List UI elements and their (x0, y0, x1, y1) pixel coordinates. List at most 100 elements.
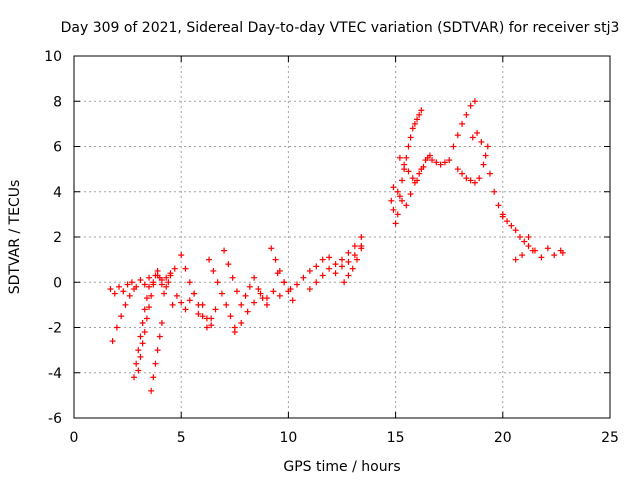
data-point (118, 313, 125, 320)
data-point (158, 319, 165, 326)
data-point (390, 206, 397, 213)
data-point (467, 102, 474, 109)
data-point (137, 353, 144, 360)
data-point (409, 175, 416, 182)
data-point (139, 319, 146, 326)
data-point (332, 270, 339, 277)
data-point (319, 272, 326, 279)
data-point (512, 256, 519, 263)
data-point (186, 279, 193, 286)
data-point (276, 292, 283, 299)
data-point (358, 245, 365, 252)
data-point (531, 247, 538, 254)
data-point (171, 265, 178, 272)
data-point (471, 98, 478, 105)
data-point (141, 329, 148, 336)
data-point (454, 132, 461, 139)
data-point (131, 374, 138, 381)
y-tick-label: 2 (53, 230, 62, 246)
data-point (450, 143, 457, 150)
data-point (405, 143, 412, 150)
data-point (300, 274, 307, 281)
data-point (407, 134, 414, 141)
data-point (463, 175, 470, 182)
axis-ticks: 0 5 10 15 20 25 -6 -4 -2 0 2 4 6 8 10 (44, 49, 619, 446)
data-point (238, 319, 245, 326)
data-point (154, 267, 161, 274)
data-point (214, 279, 221, 286)
data-point (349, 265, 356, 272)
data-point (124, 281, 131, 288)
data-point (538, 254, 545, 261)
data-point (167, 272, 174, 279)
data-point (268, 245, 275, 252)
data-point (182, 265, 189, 272)
data-point (133, 360, 140, 367)
data-point (407, 191, 414, 198)
data-point (141, 281, 148, 288)
data-point (128, 279, 135, 286)
data-point (152, 272, 159, 279)
data-point (392, 220, 399, 227)
data-point (396, 193, 403, 200)
data-point (218, 290, 225, 297)
data-point (471, 179, 478, 186)
y-tick-label: -4 (48, 366, 62, 382)
data-point (257, 290, 264, 297)
data-point (139, 340, 146, 347)
data-point (116, 283, 123, 290)
data-point (246, 283, 253, 290)
data-point (272, 256, 279, 263)
data-point (339, 256, 345, 263)
data-point (446, 157, 453, 164)
data-point (454, 166, 461, 173)
data-point (467, 177, 474, 184)
data-point (154, 347, 161, 354)
data-point (486, 170, 493, 177)
data-point (306, 286, 313, 293)
data-point (182, 306, 189, 313)
data-point (394, 188, 401, 195)
data-point (332, 261, 339, 268)
data-point (148, 387, 155, 394)
y-tick-label: -2 (48, 321, 62, 337)
data-point (169, 301, 176, 308)
y-tick-label: -6 (48, 411, 62, 427)
data-point (551, 252, 558, 259)
data-point (401, 161, 408, 168)
data-point (418, 107, 425, 114)
data-point (405, 168, 412, 175)
data-point (495, 202, 502, 209)
data-point (135, 367, 142, 374)
data-point (191, 290, 198, 297)
data-point (474, 129, 481, 136)
data-point (178, 252, 185, 259)
data-point (113, 324, 120, 331)
data-point (146, 304, 153, 311)
data-point (418, 166, 425, 173)
data-point (388, 197, 395, 204)
y-tick-label: 4 (53, 185, 62, 201)
data-point (173, 292, 180, 299)
data-point (135, 347, 142, 354)
data-point (499, 213, 506, 220)
data-point (521, 238, 528, 245)
data-point (516, 234, 523, 240)
y-tick-label: 0 (53, 275, 62, 291)
data-point (433, 159, 440, 166)
data-point (482, 152, 489, 159)
data-point (148, 292, 155, 299)
data-point (146, 274, 153, 281)
data-point (459, 170, 466, 177)
data-point (480, 161, 487, 168)
data-point (394, 211, 401, 218)
data-point (491, 188, 498, 195)
data-point (478, 138, 485, 145)
data-point (156, 333, 163, 340)
data-point (399, 197, 406, 204)
data-point (111, 290, 118, 297)
y-tick-label: 10 (44, 49, 62, 65)
x-tick-label: 20 (494, 430, 512, 446)
data-point (141, 306, 148, 313)
